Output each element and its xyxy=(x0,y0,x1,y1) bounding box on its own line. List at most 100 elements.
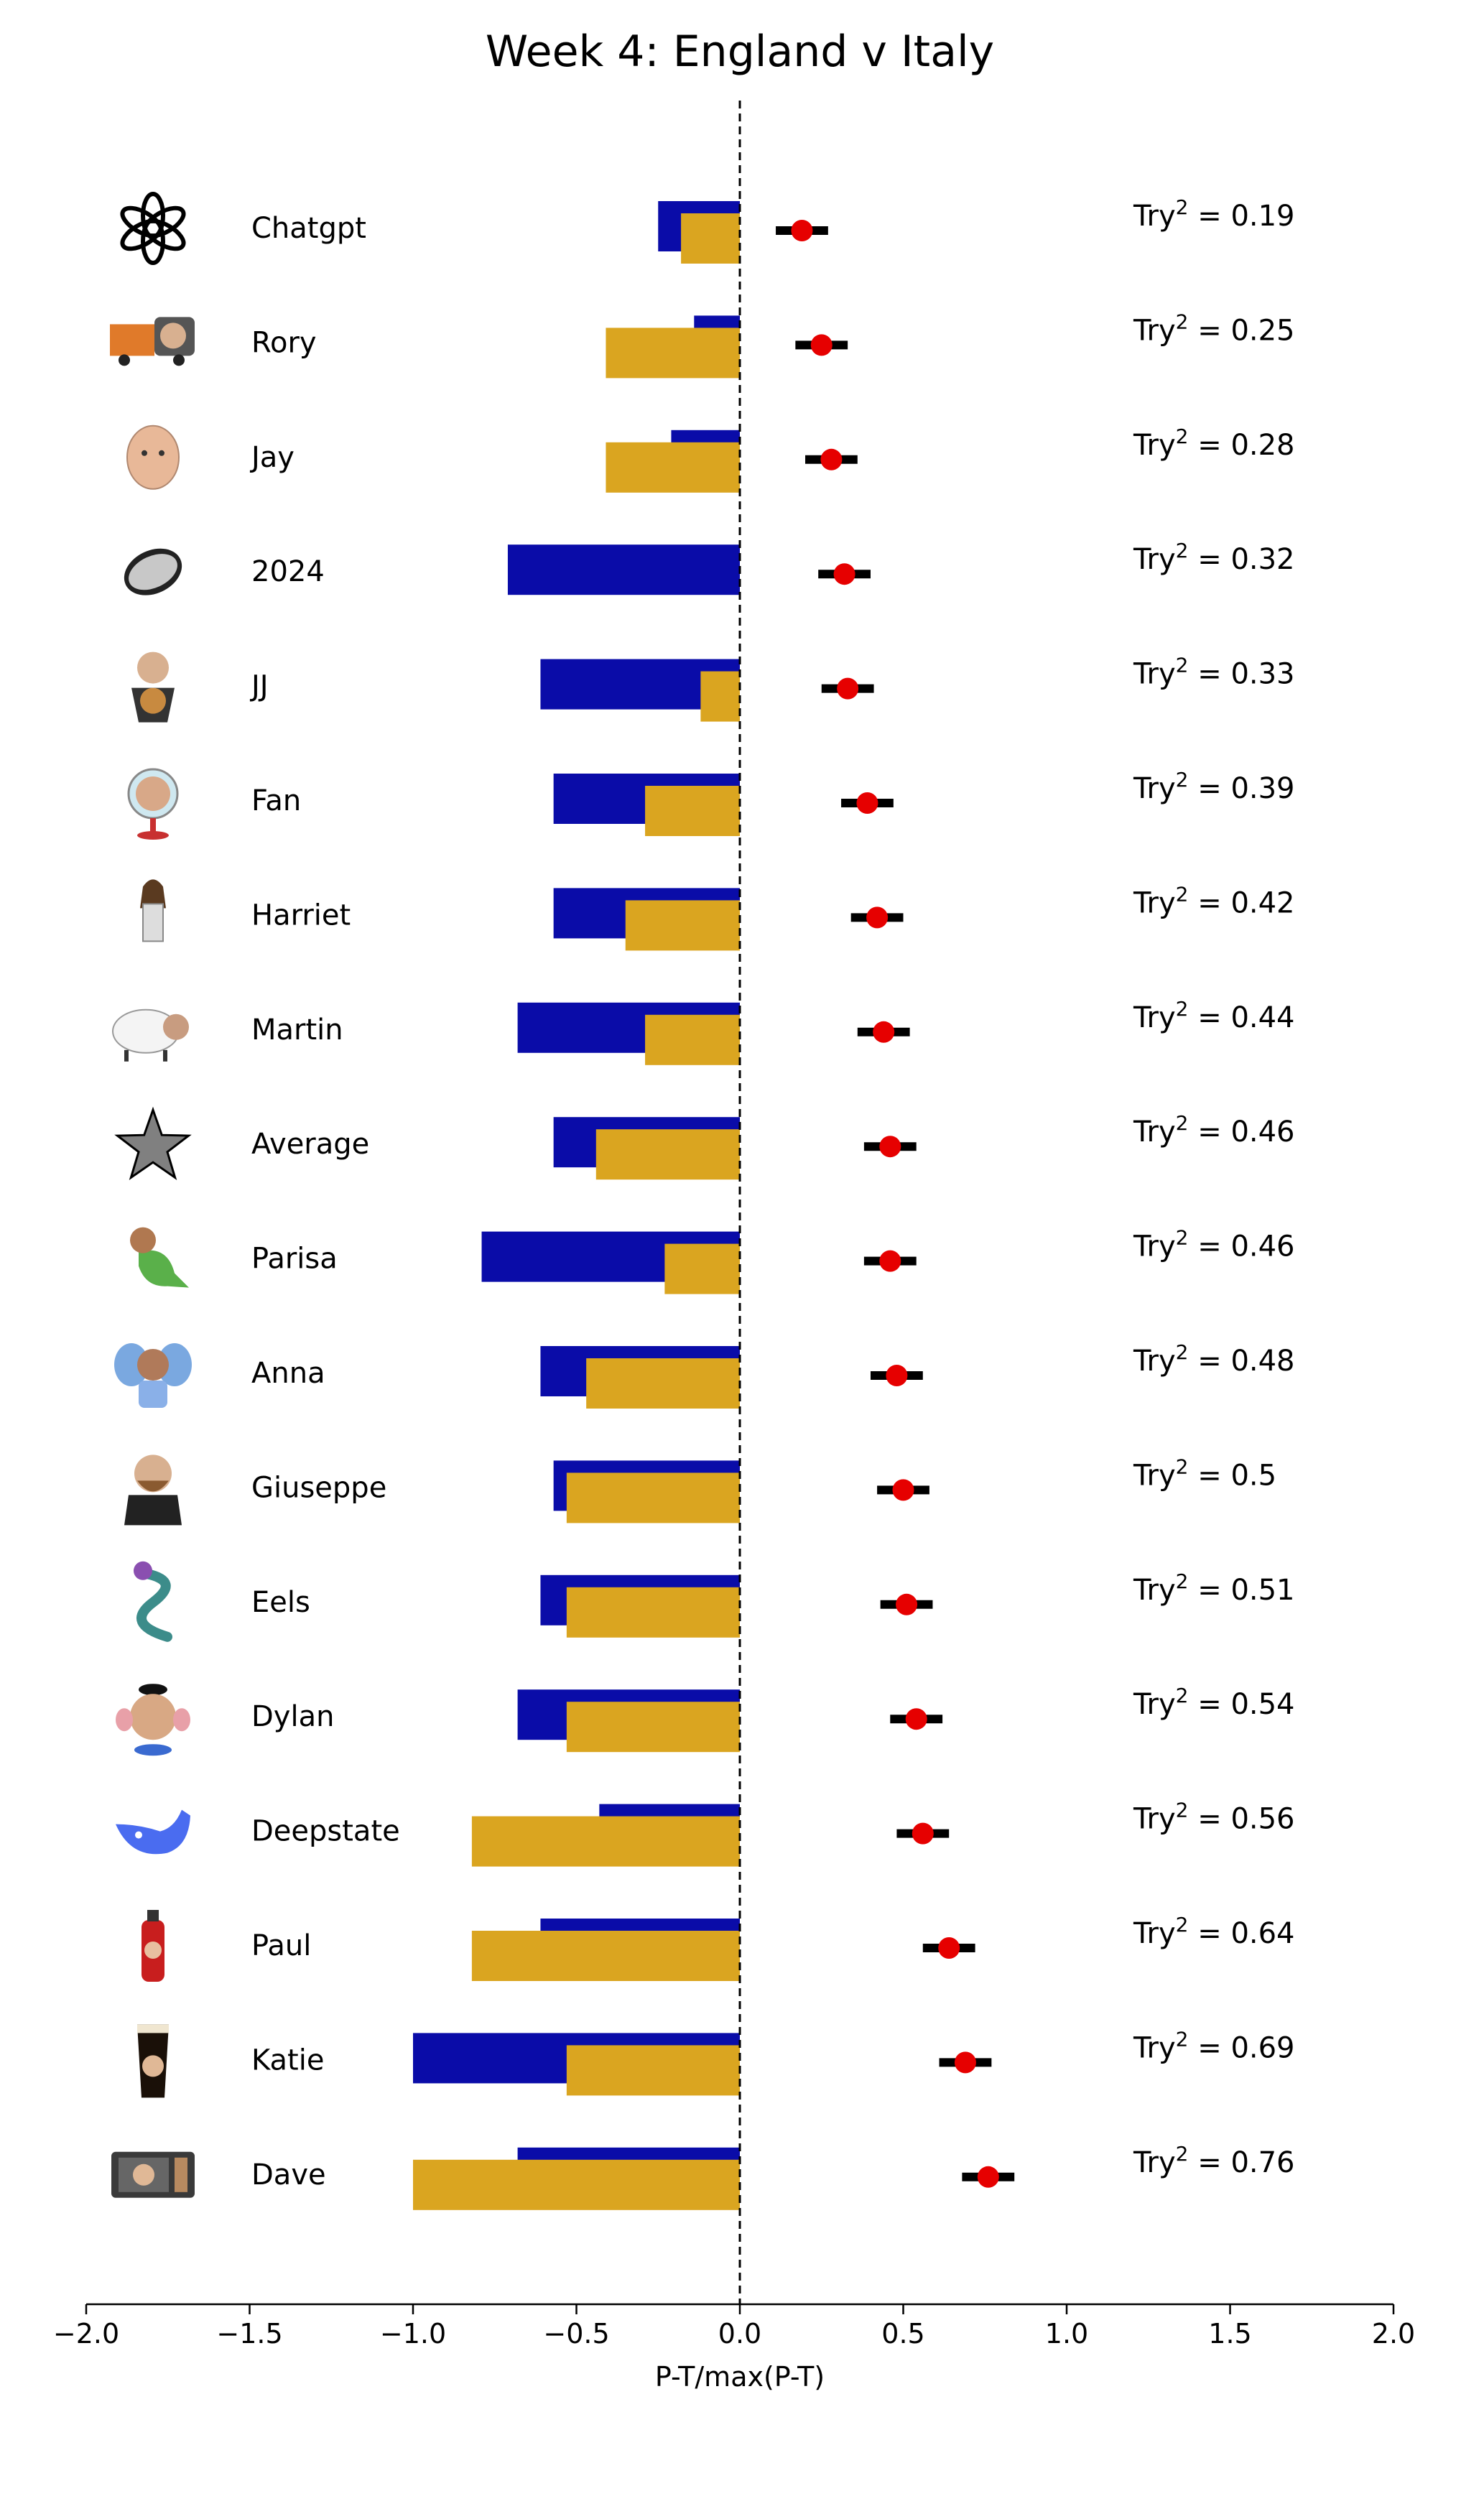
person-hair xyxy=(140,879,166,909)
fan-base xyxy=(137,831,169,840)
data-point xyxy=(833,563,855,585)
bar-gold xyxy=(606,328,740,379)
data-point xyxy=(938,1937,960,1959)
player-row-deepstate: Deepstate Try2 = 0.56 xyxy=(116,1799,1295,1867)
data-point xyxy=(892,1479,914,1501)
elephant-ear xyxy=(114,1343,149,1386)
rugby-ball-2024-icon xyxy=(124,548,182,595)
x-tick-label: −0.5 xyxy=(543,2318,609,2350)
player-row-martin: Martin Try2 = 0.44 xyxy=(112,997,1295,1065)
sheep-leg xyxy=(163,1049,167,1062)
extinguisher-face xyxy=(144,1942,162,1959)
x-axis-label: P-T/max(P-T) xyxy=(655,2361,825,2393)
data-point xyxy=(886,1365,908,1386)
bar-gold xyxy=(606,442,740,493)
person-face xyxy=(137,651,169,684)
elephant-body xyxy=(139,1381,167,1408)
bar-gold xyxy=(471,1931,740,1981)
eel-body xyxy=(136,1568,172,1642)
data-point xyxy=(856,792,878,814)
truck-face xyxy=(160,323,186,349)
potato-hat xyxy=(139,1684,167,1696)
data-point xyxy=(879,1250,901,1272)
player-name: Parisa xyxy=(251,1243,338,1276)
player-row-chatgpt: Chatgpt Try2 = 0.19 xyxy=(120,192,1295,265)
microwave-face-icon xyxy=(111,2151,195,2198)
score-label: Try2 = 0.46 xyxy=(1133,1111,1295,1149)
data-point xyxy=(810,334,833,356)
score-label: Try2 = 0.42 xyxy=(1133,882,1295,919)
elephant-face xyxy=(137,1349,169,1381)
bar-gold xyxy=(595,1129,740,1180)
score-label: Try2 = 0.54 xyxy=(1133,1684,1295,1721)
rugby-ball-stripe xyxy=(129,554,177,590)
score-label: Try2 = 0.64 xyxy=(1133,1913,1295,1950)
score-label: Try2 = 0.69 xyxy=(1133,2027,1295,2064)
player-name: Deepstate xyxy=(251,1815,400,1848)
player-name: Dave xyxy=(251,2158,326,2191)
face-eye xyxy=(159,450,164,456)
player-name: Katie xyxy=(251,2044,324,2077)
whale-logo-icon xyxy=(116,1809,190,1855)
player-row-jj: JJ Try2 = 0.33 xyxy=(131,651,1295,723)
score-label: Try2 = 0.33 xyxy=(1133,654,1295,691)
potato-ear xyxy=(173,1708,190,1732)
potato-feet xyxy=(134,1744,172,1756)
bar-gold xyxy=(586,1358,740,1409)
player-row-average: Average Try2 = 0.46 xyxy=(114,1106,1295,1180)
player-row-anna: Anna Try2 = 0.48 xyxy=(114,1340,1295,1409)
player-name: Martin xyxy=(251,1014,343,1047)
chart-title: Week 4: England v Italy xyxy=(486,27,994,77)
x-tick-label: −2.0 xyxy=(53,2318,119,2350)
data-point xyxy=(954,2051,976,2074)
player-row-fan: Fan Try2 = 0.39 xyxy=(127,768,1295,840)
player-row-giuseppe: Giuseppe Try2 = 0.5 xyxy=(124,1455,1276,1526)
score-label: Try2 = 0.48 xyxy=(1133,1340,1295,1378)
whale-body xyxy=(116,1809,190,1855)
player-name: Anna xyxy=(251,1357,325,1390)
data-point xyxy=(820,448,843,470)
player-row-dave: Dave Try2 = 0.76 xyxy=(111,2142,1295,2210)
score-label: Try2 = 0.25 xyxy=(1133,310,1295,347)
x-tick-label: 1.0 xyxy=(1045,2318,1088,2350)
potato-face xyxy=(130,1694,176,1740)
child-face-icon xyxy=(126,425,180,490)
face-shape xyxy=(126,425,180,490)
truck-avatar-icon xyxy=(110,317,195,366)
bar-gold xyxy=(681,213,740,264)
player-row-rory: Rory Try2 = 0.25 xyxy=(110,310,1295,379)
player-row-eels: Eels Try2 = 0.51 xyxy=(134,1561,1295,1642)
pint-glass-face-icon xyxy=(137,2024,169,2098)
score-label: Try2 = 0.46 xyxy=(1133,1226,1295,1263)
plot-area: Chatgpt Try2 = 0.19 Rory Try2 = 0.25 Jay Try2… xyxy=(110,101,1295,2304)
microwave-face xyxy=(133,2163,154,2186)
bar-gold xyxy=(700,671,740,722)
fan-face xyxy=(136,776,170,811)
player-name: JJ xyxy=(249,670,269,703)
eel-icon xyxy=(134,1561,172,1642)
score-label: Try2 = 0.76 xyxy=(1133,2142,1295,2179)
fan-stand xyxy=(150,818,156,832)
player-row-katie: Katie Try2 = 0.69 xyxy=(137,2024,1295,2098)
sheep-face-icon xyxy=(112,1008,189,1062)
data-point xyxy=(912,1822,934,1845)
sheep-leg xyxy=(124,1049,129,1062)
x-tick-label: 0.5 xyxy=(881,2318,924,2350)
bearded-man-icon xyxy=(124,1455,182,1526)
player-name: Harriet xyxy=(251,899,351,932)
bar-gold xyxy=(664,1243,740,1294)
player-name: Jay xyxy=(249,441,295,474)
dinosaur-face-icon xyxy=(130,1227,189,1288)
player-name: Dylan xyxy=(251,1700,334,1733)
score-label: Try2 = 0.19 xyxy=(1133,195,1295,233)
player-name: Rory xyxy=(251,326,317,359)
data-point xyxy=(873,1021,895,1043)
player-name: Eels xyxy=(251,1586,310,1619)
pint-face xyxy=(142,2055,164,2077)
dinosaur-body xyxy=(139,1250,189,1288)
x-axis: −2.0 −1.5 −1.0 −0.5 0.0 0.5 1.0 1.5 2.0 xyxy=(53,2303,1415,2350)
dinosaur-face xyxy=(130,1227,156,1253)
person-beard xyxy=(137,1480,169,1492)
person-body xyxy=(124,1495,182,1526)
